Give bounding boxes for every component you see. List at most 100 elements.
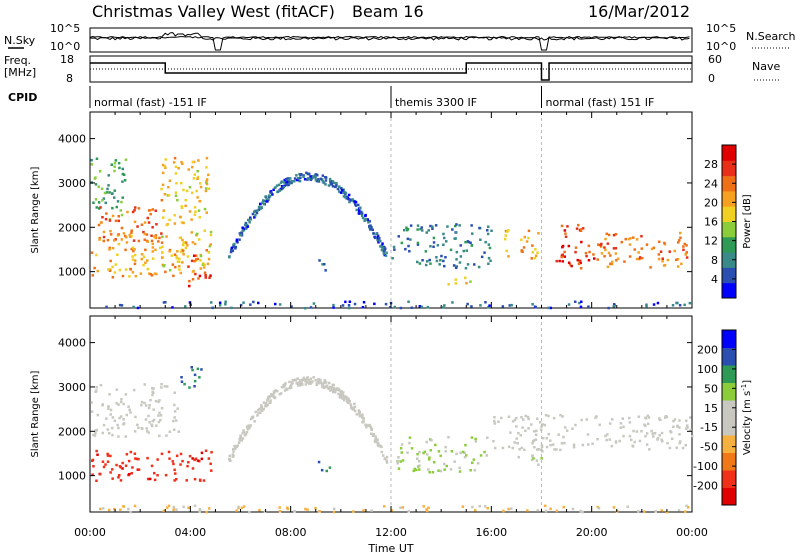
scatter-cell bbox=[332, 507, 336, 510]
scatter-cell bbox=[181, 238, 184, 242]
scatter-cell bbox=[266, 403, 269, 406]
scatter-cell bbox=[133, 262, 137, 266]
scatter-cell bbox=[633, 440, 636, 444]
scatter-cell bbox=[211, 306, 214, 310]
scatter-cell bbox=[442, 232, 445, 236]
scatter-cell bbox=[198, 376, 201, 379]
scatter-cell bbox=[120, 200, 123, 204]
scatter-cell bbox=[244, 227, 248, 230]
scatter-cell bbox=[426, 260, 429, 263]
scatter-cell bbox=[158, 236, 161, 240]
y-tick-label: 2000 bbox=[58, 221, 86, 234]
scatter-cell bbox=[493, 422, 497, 425]
scatter-cell bbox=[161, 251, 164, 254]
noise-right-label: N.Search bbox=[746, 30, 796, 43]
scatter-cell bbox=[205, 180, 208, 183]
scatter-cell bbox=[571, 427, 574, 430]
scatter-cell bbox=[232, 447, 235, 451]
scatter-cell bbox=[397, 456, 400, 459]
scatter-cell bbox=[526, 509, 529, 512]
scatter-cell bbox=[487, 306, 490, 309]
scatter-cell bbox=[385, 461, 389, 464]
scatter-cell bbox=[125, 453, 129, 456]
scatter-cell bbox=[362, 509, 365, 512]
scatter-cell bbox=[164, 158, 167, 161]
scatter-cell bbox=[641, 256, 644, 260]
scatter-cell bbox=[576, 258, 579, 262]
scatter-cell bbox=[355, 208, 358, 212]
colorbar-cell bbox=[722, 435, 736, 453]
colorbar-tick-label: 15 bbox=[704, 402, 718, 415]
scatter-cell bbox=[561, 245, 564, 249]
scatter-cell bbox=[130, 231, 133, 234]
scatter-cell bbox=[686, 426, 689, 429]
scatter-cell bbox=[672, 425, 675, 428]
scatter-cell bbox=[339, 187, 343, 190]
scatter-cell bbox=[352, 510, 355, 513]
scatter-cell bbox=[597, 243, 600, 246]
scatter-cell bbox=[515, 437, 518, 440]
scatter-cell bbox=[162, 264, 165, 268]
scatter-cell bbox=[90, 401, 93, 404]
scatter-cell bbox=[317, 378, 320, 381]
scatter-cell bbox=[204, 189, 208, 193]
scatter-cell bbox=[352, 407, 356, 410]
scatter-cell bbox=[198, 216, 201, 219]
scatter-cell bbox=[190, 259, 194, 263]
scatter-cell bbox=[176, 407, 179, 410]
freq-left-label-1: Freq. bbox=[4, 54, 31, 67]
scatter-cell bbox=[660, 438, 663, 441]
scatter-cell bbox=[147, 414, 150, 418]
scatter-cell bbox=[296, 176, 300, 180]
scatter-cell bbox=[191, 165, 194, 169]
scatter-cell bbox=[606, 265, 610, 269]
scatter-cell bbox=[188, 386, 191, 389]
scatter-cell bbox=[106, 238, 110, 242]
scatter-cell bbox=[469, 280, 472, 283]
scatter-cell bbox=[172, 462, 175, 466]
scatter-cell bbox=[324, 269, 327, 272]
scatter-cell bbox=[376, 438, 379, 442]
scatter-cell bbox=[379, 245, 382, 248]
scatter-cell bbox=[204, 276, 207, 279]
scatter-cell bbox=[150, 424, 154, 428]
scatter-cell bbox=[141, 427, 144, 430]
scatter-cell bbox=[133, 253, 137, 257]
scatter-cell bbox=[612, 305, 616, 308]
scatter-cell bbox=[97, 201, 101, 204]
scatter-cell bbox=[92, 465, 95, 468]
scatter-cell bbox=[621, 417, 624, 420]
station-title: Christmas Valley West (fitACF) bbox=[92, 2, 335, 21]
scatter-cell bbox=[199, 185, 203, 189]
scatter-cell bbox=[385, 459, 388, 462]
scatter-cell bbox=[253, 210, 256, 213]
scatter-cell bbox=[95, 206, 98, 209]
scatter-cell bbox=[668, 446, 672, 450]
scatter-cell bbox=[661, 257, 664, 260]
scatter-cell bbox=[120, 415, 123, 418]
scatter-cell bbox=[108, 432, 111, 435]
scatter-cell bbox=[98, 236, 101, 240]
scatter-cell bbox=[473, 263, 476, 266]
scatter-cell bbox=[501, 305, 505, 308]
scatter-cell bbox=[91, 274, 94, 277]
scatter-cell bbox=[443, 468, 446, 471]
scatter-cell bbox=[324, 183, 327, 186]
scatter-cell bbox=[520, 446, 524, 450]
scatter-cell bbox=[196, 196, 199, 199]
scatter-cell bbox=[531, 442, 534, 445]
scatter-cell bbox=[628, 255, 632, 258]
y-tick-label: 4000 bbox=[58, 337, 86, 350]
scatter-cell bbox=[144, 248, 147, 252]
scatter-cell bbox=[285, 388, 289, 391]
scatter-cell bbox=[396, 462, 399, 465]
scatter-cell bbox=[205, 249, 208, 252]
scatter-cell bbox=[531, 251, 534, 254]
scatter-cell bbox=[179, 271, 182, 275]
scatter-cell bbox=[172, 428, 176, 431]
scatter-cell bbox=[336, 187, 340, 191]
scatter-cell bbox=[645, 243, 649, 246]
scatter-cell bbox=[120, 397, 123, 401]
scatter-cell bbox=[147, 221, 151, 224]
scatter-cell bbox=[288, 180, 291, 184]
